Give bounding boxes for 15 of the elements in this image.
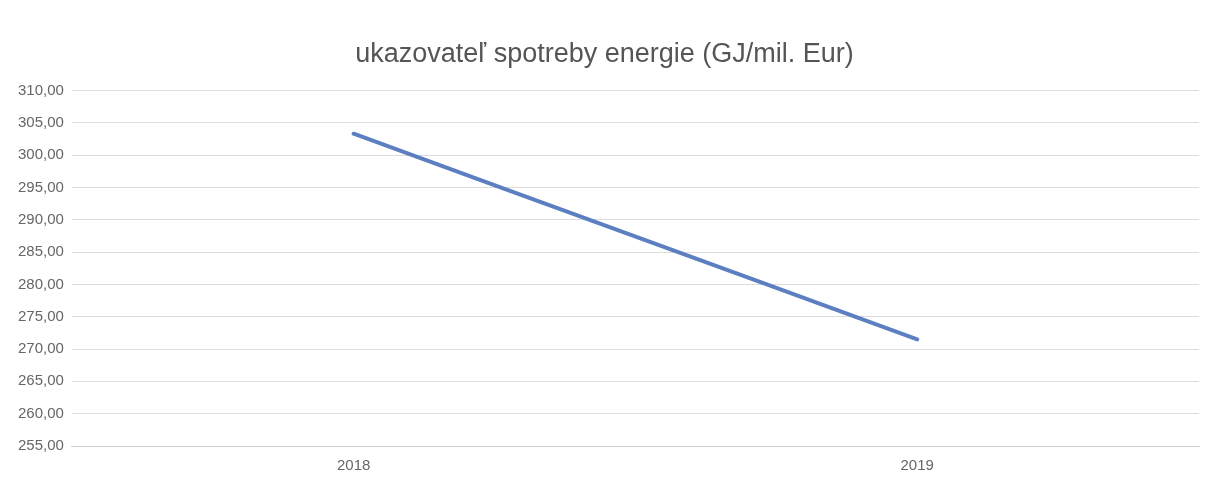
y-tick-label: 295,00 (17, 177, 64, 195)
y-tick-label: 285,00 (17, 242, 64, 260)
y-tick-label: 280,00 (17, 274, 64, 292)
y-tick-label: 260,00 (17, 403, 64, 421)
y-tick-label: 275,00 (17, 306, 64, 324)
chart-title: ukazovateľ spotreby energie (GJ/mil. Eur) (355, 37, 854, 68)
y-tick-label: 310,00 (17, 80, 64, 98)
x-tick-label: 2018 (336, 456, 371, 474)
y-tick-label: 265,00 (17, 371, 64, 389)
y-tick-label: 255,00 (17, 436, 64, 454)
y-tick-label: 300,00 (17, 145, 64, 163)
y-tick-label: 270,00 (17, 339, 64, 357)
y-tick-label: 290,00 (17, 209, 64, 227)
y-tick-label: 305,00 (17, 112, 64, 130)
x-tick-label: 2019 (900, 456, 934, 474)
